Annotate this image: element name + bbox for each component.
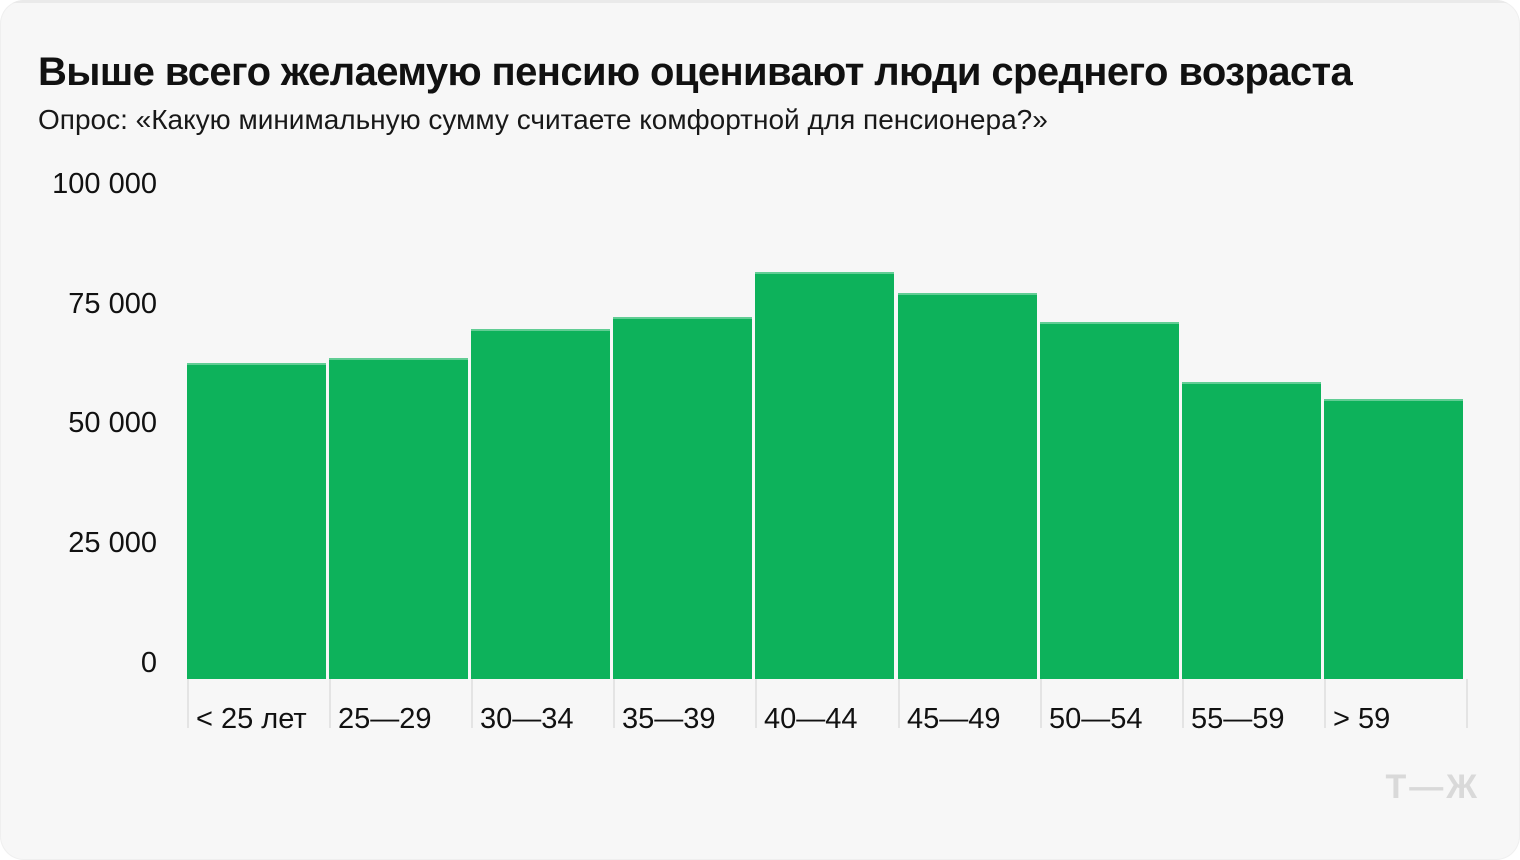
chart-bar-3 [471,329,610,679]
plot-area [187,200,1467,679]
chart-bar-8 [1182,382,1321,679]
x-axis-label: 40—44 [764,703,858,735]
chart-bar-7 [1040,322,1179,679]
y-axis-tick-label: 75 000 [68,288,157,320]
chart-bar-9 [1324,399,1463,679]
chart-title: Выше всего желаемую пенсию оценивают люд… [38,50,1353,94]
x-axis-tick-line [898,679,900,728]
chart-bar-6 [898,293,1037,679]
x-axis-label: 25—29 [338,703,432,735]
chart-bar-2 [329,358,468,679]
x-axis-label: 45—49 [907,703,1001,735]
x-axis-tick-line [755,679,757,728]
x-axis-label: 35—39 [622,703,716,735]
y-axis-tick-label: 50 000 [68,407,157,439]
x-axis-tick-line [1324,679,1326,728]
chart-bar-5 [755,272,894,679]
top-edge-strip [0,0,1520,3]
x-axis-tick-line [1182,679,1184,728]
chart-subtitle: Опрос: «Какую минимальную сумму считаете… [38,104,1048,135]
x-axis-tick-line [613,679,615,728]
x-axis-tick-line [329,679,331,728]
x-axis-label: 50—54 [1049,703,1143,735]
y-axis-tick-label: 100 000 [52,168,157,200]
y-axis-tick-label: 0 [140,647,157,679]
chart-bar-1 [187,363,326,679]
chart-bar-4 [613,317,752,679]
tj-logo: Т—Ж [1385,768,1480,806]
y-axis-tick-label: 25 000 [68,527,157,559]
x-axis-tick-line [187,679,189,728]
x-axis-label: 30—34 [480,703,574,735]
x-axis-tick-line [1466,679,1468,728]
x-axis-tick-line [471,679,473,728]
x-axis-label: 55—59 [1191,703,1285,735]
x-axis-label: < 25 лет [196,703,307,735]
x-axis-label: > 59 [1333,703,1391,735]
x-axis-tick-line [1040,679,1042,728]
